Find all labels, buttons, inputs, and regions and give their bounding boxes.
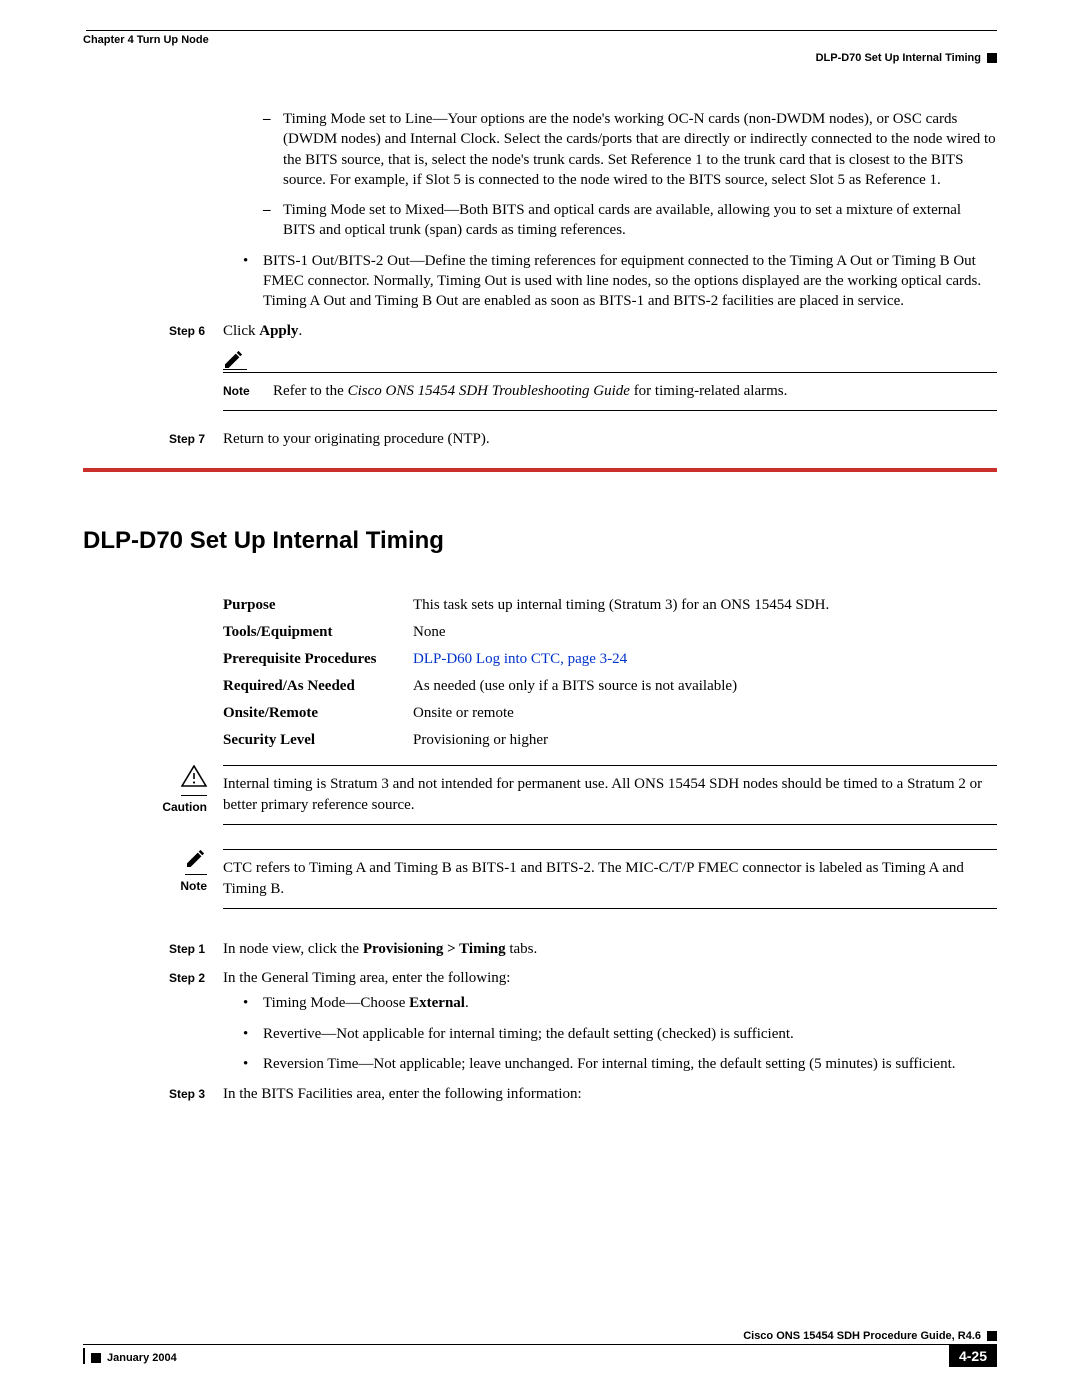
header-marker-icon bbox=[987, 53, 997, 63]
note-text: CTC refers to Timing A and Timing B as B… bbox=[223, 849, 997, 909]
note-label: Note bbox=[223, 381, 273, 402]
page-number: 4-25 bbox=[949, 1345, 997, 1367]
step-label: Step 7 bbox=[83, 429, 223, 450]
info-key: Onsite/Remote bbox=[223, 703, 413, 724]
info-key: Prerequisite Procedures bbox=[223, 649, 413, 670]
step-label: Step 2 bbox=[83, 968, 223, 989]
note-text: Refer to the Cisco ONS 15454 SDH Trouble… bbox=[273, 381, 997, 402]
bullet: • Revertive—Not applicable for internal … bbox=[223, 1024, 997, 1044]
info-val: This task sets up internal timing (Strat… bbox=[413, 595, 997, 616]
chapter-header: Chapter 4 Turn Up Node bbox=[83, 34, 209, 46]
step-body: Return to your originating procedure (NT… bbox=[223, 429, 997, 450]
bullet: • BITS-1 Out/BITS-2 Out—Define the timin… bbox=[223, 251, 997, 312]
caution-icon bbox=[181, 765, 207, 796]
note-icon bbox=[223, 350, 247, 370]
step-label: Step 6 bbox=[83, 321, 223, 342]
info-key: Purpose bbox=[223, 595, 413, 616]
bullet: • Reversion Time—Not applicable; leave u… bbox=[223, 1054, 997, 1074]
sub-bullet: – Timing Mode set to Line—Your options a… bbox=[223, 109, 997, 190]
bullet-text: Revertive—Not applicable for internal ti… bbox=[263, 1024, 997, 1044]
section-header: DLP-D70 Set Up Internal Timing bbox=[816, 52, 981, 64]
bullet-text: Timing Mode—Choose External. bbox=[263, 993, 997, 1013]
divider-bar bbox=[83, 468, 997, 472]
step-body: Click Apply. bbox=[223, 321, 997, 342]
step-body: In the BITS Facilities area, enter the f… bbox=[223, 1084, 997, 1105]
sub-bullet-text: Timing Mode set to Mixed—Both BITS and o… bbox=[283, 200, 997, 241]
info-val: None bbox=[413, 622, 997, 643]
sub-bullet-text: Timing Mode set to Line—Your options are… bbox=[283, 109, 997, 190]
step-body: In node view, click the Provisioning > T… bbox=[223, 939, 997, 960]
prereq-link[interactable]: DLP-D60 Log into CTC, page 3-24 bbox=[413, 649, 997, 670]
sub-bullet: – Timing Mode set to Mixed—Both BITS and… bbox=[223, 200, 997, 241]
caution-label: Caution bbox=[83, 800, 207, 814]
bullet-text: BITS-1 Out/BITS-2 Out—Define the timing … bbox=[263, 251, 997, 312]
info-key: Required/As Needed bbox=[223, 676, 413, 697]
note-icon bbox=[185, 849, 207, 875]
footer-marker-icon bbox=[91, 1353, 101, 1363]
footer-date: January 2004 bbox=[107, 1352, 177, 1364]
caution-text: Internal timing is Stratum 3 and not int… bbox=[223, 765, 997, 825]
info-table: PurposeThis task sets up internal timing… bbox=[223, 595, 997, 751]
step-label: Step 1 bbox=[83, 939, 223, 960]
info-val: Provisioning or higher bbox=[413, 730, 997, 751]
section-title: DLP-D70 Set Up Internal Timing bbox=[83, 527, 997, 555]
footer-marker-icon bbox=[987, 1331, 997, 1341]
info-val: Onsite or remote bbox=[413, 703, 997, 724]
bullet-text: Reversion Time—Not applicable; leave unc… bbox=[263, 1054, 997, 1074]
step-label: Step 3 bbox=[83, 1084, 223, 1105]
bullet: • Timing Mode—Choose External. bbox=[223, 993, 997, 1013]
footer-guide: Cisco ONS 15454 SDH Procedure Guide, R4.… bbox=[743, 1330, 981, 1342]
info-key: Tools/Equipment bbox=[223, 622, 413, 643]
note-label: Note bbox=[83, 879, 207, 893]
info-val: As needed (use only if a BITS source is … bbox=[413, 676, 997, 697]
info-key: Security Level bbox=[223, 730, 413, 751]
step-body: In the General Timing area, enter the fo… bbox=[223, 968, 997, 989]
